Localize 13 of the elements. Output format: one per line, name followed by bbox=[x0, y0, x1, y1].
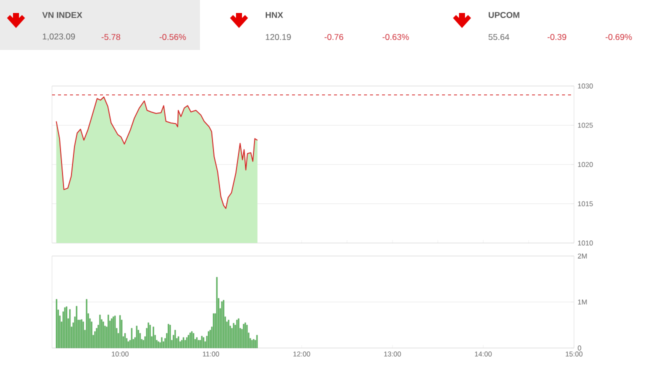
text: -0.39 bbox=[548, 34, 566, 40]
text: UPCOM bbox=[488, 12, 520, 18]
text: HNX bbox=[266, 12, 284, 18]
text: 1,023.09 bbox=[42, 33, 75, 40]
line-series bbox=[56, 96, 258, 209]
text: -0.69% bbox=[606, 34, 632, 40]
text: 55.64 bbox=[488, 34, 510, 40]
text: -0.76 bbox=[324, 34, 344, 40]
text: VN INDEX bbox=[42, 12, 82, 18]
text: -5.78 bbox=[102, 34, 120, 40]
text: -0.56% bbox=[160, 34, 186, 40]
text: -0.63% bbox=[382, 34, 409, 40]
text: 120.19 bbox=[266, 34, 291, 40]
